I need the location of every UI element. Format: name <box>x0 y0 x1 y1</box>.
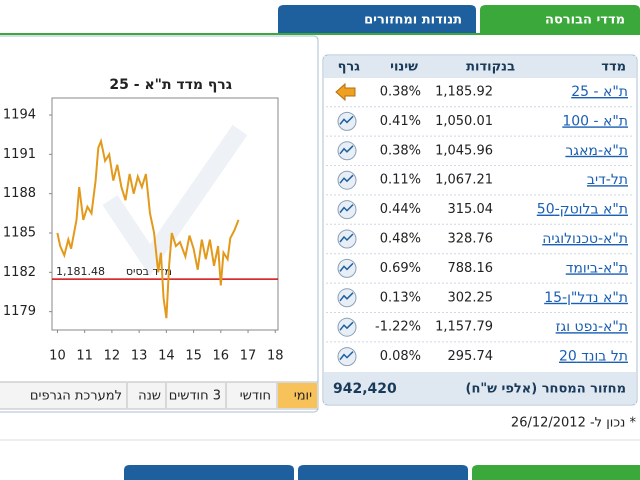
chart-arrow[interactable] <box>335 82 356 102</box>
index-link[interactable]: ת"א-טכנולוגיה <box>542 231 628 247</box>
points: 1,185.92 <box>435 85 493 100</box>
chart-icon-line <box>339 351 354 361</box>
chart-icon-line <box>339 174 354 184</box>
footer-label: מחזור המסחר (אלפי ש"ח) <box>466 382 627 397</box>
chart-icon-line <box>339 321 354 331</box>
table-header <box>324 56 636 78</box>
button-bar <box>0 381 319 410</box>
points: 788.16 <box>448 261 494 276</box>
footer-value: 942,420 <box>333 381 397 397</box>
points: 328.76 <box>448 232 494 247</box>
change: 0.44% <box>380 202 421 217</box>
index-link[interactable]: ת"א - 25 <box>571 84 628 100</box>
index-link[interactable]: תל בונד 20 <box>559 349 628 365</box>
tab-label[interactable]: תנודות ומחזורים <box>364 13 462 28</box>
change: 0.38% <box>380 143 421 158</box>
points: 1,050.01 <box>435 114 493 129</box>
watermark <box>102 124 248 277</box>
chart-icon-line <box>339 292 354 302</box>
x-tick-label: 10 <box>49 349 66 364</box>
chart-title: גרף מדד ת"א - 25 <box>109 77 232 93</box>
change: 0.13% <box>380 290 421 305</box>
baseline-value: 1,181.48 <box>56 265 105 278</box>
x-tick-label: 11 <box>76 349 93 364</box>
index-link[interactable]: ת"א-מאגר <box>565 143 628 159</box>
index-link[interactable]: ת"א - 100 <box>562 113 628 129</box>
y-tick-label: 1182 <box>3 265 36 280</box>
index-link[interactable]: ת"א-ביומד <box>566 260 628 276</box>
chart-icon-line <box>339 233 354 243</box>
tab[interactable] <box>298 465 468 480</box>
change: 0.38% <box>380 85 421 100</box>
index-link[interactable]: ת"א בלוטק-50 <box>537 202 628 218</box>
points: 302.25 <box>448 290 494 305</box>
tab[interactable] <box>124 465 294 480</box>
tab[interactable] <box>278 5 476 34</box>
note: * נכון ל- 26/12/2012 <box>511 416 637 431</box>
x-tick-label: 17 <box>240 349 257 364</box>
y-tick-label: 1191 <box>3 147 36 162</box>
change: 0.08% <box>380 349 421 364</box>
header: מדד <box>601 60 626 75</box>
header: גרף <box>338 60 361 75</box>
index-line <box>56 137 240 319</box>
y-tick-label: 1188 <box>3 186 36 201</box>
chart-icon-line <box>339 115 354 125</box>
plot: 1194 1191 1188 1185 1182 1179 10 11 12 13 14 15 16 17… <box>3 108 284 364</box>
change: -1.22% <box>375 320 421 335</box>
x-tick-label: 12 <box>104 349 121 364</box>
points: 1,157.79 <box>435 320 493 335</box>
header: שינוי <box>390 60 418 75</box>
x-tick-label: 14 <box>158 349 175 364</box>
points: 315.04 <box>448 202 494 217</box>
button[interactable]: למערכת הגרפים <box>30 389 122 404</box>
x-tick-label: 15 <box>185 349 202 364</box>
header: בנקודות <box>466 60 515 75</box>
x-tick-label: 16 <box>213 349 230 364</box>
index-link[interactable]: תל-דיב <box>587 172 628 188</box>
points: 1,045.96 <box>435 143 493 158</box>
y-tick-label: 1185 <box>3 226 36 241</box>
table-footer <box>324 372 636 404</box>
button[interactable]: חודשי <box>240 389 271 404</box>
baseline-label: מדד בסיס <box>126 265 172 278</box>
x-tick-label: 18 <box>267 349 284 364</box>
tab-active[interactable] <box>480 5 640 34</box>
rows: ת"א - 25 1,185.92 0.38% ת"א - 100 1,050.01 0.… <box>326 82 634 367</box>
button[interactable]: יומי <box>294 389 312 404</box>
index-link[interactable]: ת"א נדל"ן-15 <box>544 290 628 306</box>
index-link[interactable]: ת"א-נפט וגז <box>556 319 628 335</box>
tab-label[interactable]: מדדי הבורסה <box>545 13 625 28</box>
chart-icon-line <box>339 262 354 272</box>
y-tick-label: 1194 <box>3 108 36 123</box>
change: 0.48% <box>380 232 421 247</box>
tab[interactable] <box>472 465 640 480</box>
change: 0.69% <box>380 261 421 276</box>
chart-icon-line <box>339 145 354 155</box>
change: 0.41% <box>380 114 421 129</box>
change: 0.11% <box>380 173 421 188</box>
table-panel <box>322 54 638 406</box>
button[interactable]: שנה <box>138 389 161 404</box>
y-tick-label: 1179 <box>3 304 36 319</box>
chart-icon-line <box>339 204 354 214</box>
button-active[interactable] <box>278 383 317 408</box>
button[interactable]: 3 חודשים <box>169 389 221 404</box>
points: 295.74 <box>448 349 494 364</box>
points: 1,067.21 <box>435 173 493 188</box>
x-tick-label: 13 <box>131 349 148 364</box>
